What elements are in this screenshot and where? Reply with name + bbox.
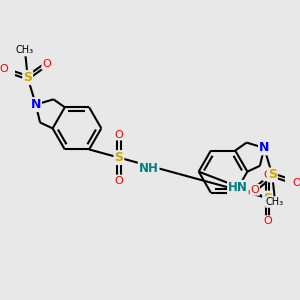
Text: S: S [268, 168, 277, 182]
Text: S: S [263, 192, 272, 205]
Text: O: O [263, 216, 272, 226]
Text: S: S [23, 71, 32, 84]
Text: O: O [292, 178, 300, 188]
Text: O: O [42, 59, 51, 69]
Text: O: O [115, 176, 123, 186]
Text: O: O [0, 64, 8, 74]
Text: HN: HN [228, 181, 248, 194]
Text: S: S [114, 151, 123, 164]
Text: O: O [250, 185, 259, 195]
Text: CH₃: CH₃ [16, 46, 34, 56]
Text: NH: NH [139, 162, 159, 175]
Text: O: O [115, 130, 123, 140]
Text: O: O [263, 170, 272, 180]
Text: N: N [31, 98, 41, 111]
Text: CH₃: CH₃ [266, 197, 284, 207]
Text: N: N [259, 141, 269, 154]
